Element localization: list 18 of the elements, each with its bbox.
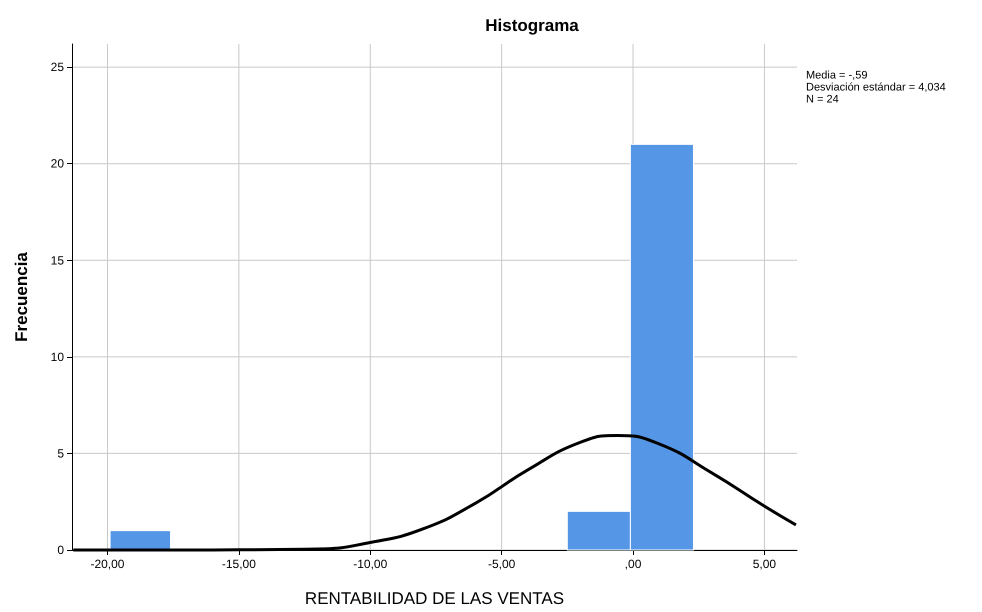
x-axis-title: RENTABILIDAD DE LAS VENTAS — [304, 589, 564, 608]
x-tick-label: -5,00 — [488, 557, 516, 571]
y-axis-title: Frecuencia — [12, 252, 31, 342]
y-tick-label: 20 — [50, 156, 64, 171]
x-tick-label: ,00 — [624, 557, 642, 571]
y-tick-label: 10 — [50, 350, 64, 364]
text: N = 24 — [806, 94, 839, 106]
text: Media = -,59 — [806, 70, 868, 82]
y-tick-label: 15 — [50, 253, 64, 268]
y-tick-label: 5 — [57, 446, 64, 460]
x-tick-label: 5,00 — [752, 557, 776, 571]
y-tick-label: 25 — [50, 60, 64, 74]
y-tick-label: 0 — [57, 543, 64, 557]
x-tick-label: -10,00 — [353, 557, 388, 571]
x-tick-label: -15,00 — [222, 557, 256, 571]
x-tick-label: -20,00 — [90, 557, 125, 571]
text: Desviación estándar = 4,034 — [806, 82, 946, 94]
chart-title: Histograma — [485, 16, 580, 35]
